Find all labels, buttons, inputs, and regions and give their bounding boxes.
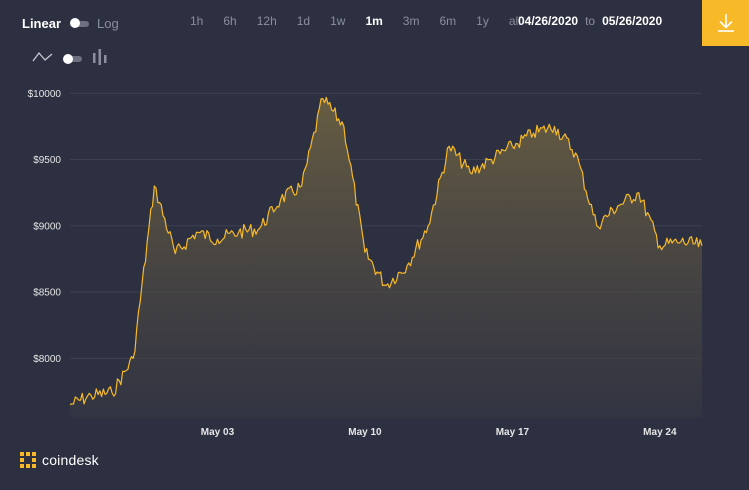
- chart-type-switch[interactable]: [63, 53, 82, 64]
- y-tick-label: $8500: [33, 288, 61, 299]
- range-6h[interactable]: 6h: [223, 14, 237, 28]
- log-label[interactable]: Log: [97, 16, 119, 31]
- line-chart-icon[interactable]: [32, 50, 54, 64]
- x-tick-label: May 03: [201, 427, 235, 438]
- scale-toggle[interactable]: Linear Log: [22, 16, 119, 31]
- x-tick-label: May 10: [348, 427, 382, 438]
- toolbar: Linear Log 1h 6h 12h 1d 1w 1m 3m 6m 1y a…: [0, 0, 749, 46]
- y-tick-label: $8000: [33, 354, 61, 365]
- range-1w[interactable]: 1w: [330, 14, 346, 28]
- range-selector: 1h 6h 12h 1d 1w 1m 3m 6m 1y all: [180, 14, 531, 28]
- scale-switch[interactable]: [70, 18, 90, 28]
- download-icon: [718, 14, 734, 32]
- scale-switch-knob: [70, 18, 81, 28]
- coindesk-wordmark: coindesk: [42, 452, 99, 468]
- range-all[interactable]: all: [508, 14, 521, 28]
- linear-label[interactable]: Linear: [22, 16, 62, 31]
- range-6m[interactable]: 6m: [439, 14, 457, 28]
- x-tick-label: May 17: [496, 427, 530, 438]
- range-1m[interactable]: 1m: [365, 14, 383, 28]
- date-from[interactable]: 04/26/2020: [518, 14, 579, 28]
- range-1y[interactable]: 1y: [476, 14, 489, 28]
- range-3m[interactable]: 3m: [402, 14, 420, 28]
- y-tick-label: $9000: [33, 221, 61, 232]
- date-to[interactable]: 05/26/2020: [602, 14, 663, 28]
- y-tick-label: $10000: [28, 89, 62, 100]
- bar-chart-icon[interactable]: [92, 48, 108, 66]
- chart-type-switch-knob: [63, 53, 73, 64]
- range-12h[interactable]: 12h: [256, 14, 277, 28]
- date-separator: to: [585, 14, 596, 28]
- download-button[interactable]: [702, 0, 749, 46]
- coindesk-logo[interactable]: coindesk: [20, 452, 99, 468]
- price-line: [69, 96, 703, 406]
- chart-type-toggle[interactable]: [30, 48, 120, 70]
- y-axis: $10000 $9500 $9000 $8500 $8000: [28, 89, 62, 365]
- x-tick-label: May 24: [643, 427, 677, 438]
- range-1h[interactable]: 1h: [190, 14, 204, 28]
- x-axis: May 03 May 10 May 17 May 24: [201, 427, 677, 438]
- price-area: [70, 97, 702, 419]
- coindesk-logo-icon: [20, 452, 36, 468]
- y-tick-label: $9500: [33, 155, 61, 166]
- date-range: 04/26/2020 to 05/26/2020: [518, 14, 662, 28]
- range-1d[interactable]: 1d: [296, 14, 311, 28]
